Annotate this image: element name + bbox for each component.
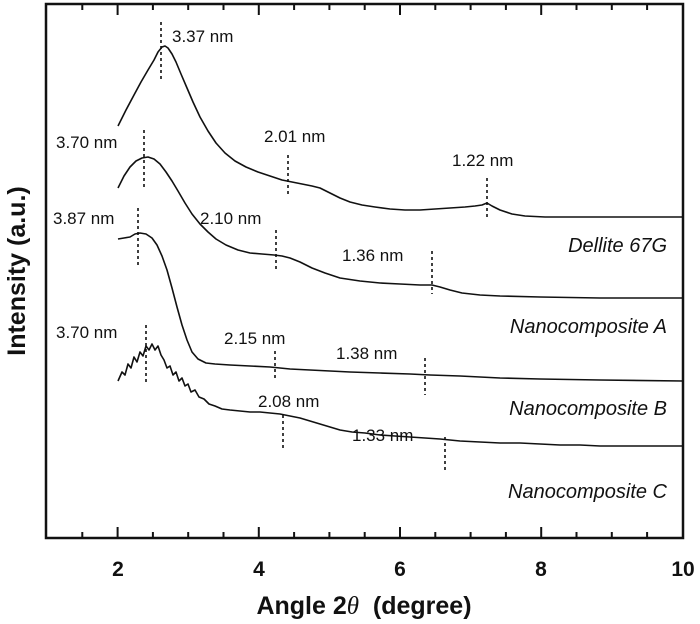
x-tick-label-2: 2 <box>112 558 124 581</box>
curves <box>117 45 684 447</box>
annotation-1-22nm: 1.22 nm <box>452 151 513 170</box>
label-nanocomposite-a: Nanocomposite A <box>510 316 667 338</box>
curve-dellite-67g <box>117 45 683 218</box>
label-dellite-67g: Dellite 67G <box>568 235 667 257</box>
x-axis-title-prefix: Angle 2 <box>256 592 346 620</box>
annotation-3-70nm-a: 3.70 nm <box>56 133 117 152</box>
x-tick-labels: 2 4 6 8 10 <box>112 558 695 581</box>
annotation-1-38nm: 1.38 nm <box>336 344 397 363</box>
annotation-2-10nm: 2.10 nm <box>200 209 261 228</box>
x-axis-title: Angle 2θ (degree) <box>256 592 471 620</box>
x-tick-label-10: 10 <box>671 558 694 581</box>
x-tick-label-8: 8 <box>535 558 547 581</box>
annotation-3-87nm: 3.87 nm <box>53 209 114 228</box>
label-nanocomposite-b: Nanocomposite B <box>509 398 667 420</box>
curve-nanocomposite-c <box>117 343 683 447</box>
x-axis-title-suffix: (degree) <box>359 592 472 620</box>
x-tick-label-6: 6 <box>394 558 406 581</box>
peak-annotations: 3.37 nm 2.01 nm 1.22 nm 3.70 nm 2.10 nm … <box>53 27 513 445</box>
annotation-3-70nm-c: 3.70 nm <box>56 323 117 342</box>
series-labels: Dellite 67G Nanocomposite A Nanocomposit… <box>508 235 668 503</box>
annotation-2-08nm: 2.08 nm <box>258 392 319 411</box>
y-axis-title: Intensity (a.u.) <box>3 186 31 355</box>
peak-markers <box>137 22 488 472</box>
theta-symbol: θ <box>347 593 359 620</box>
plot-frame <box>44 2 685 540</box>
axis-ticks <box>81 4 649 538</box>
annotation-1-36nm: 1.36 nm <box>342 246 403 265</box>
x-tick-label-4: 4 <box>253 558 265 581</box>
annotation-3-37nm: 3.37 nm <box>172 27 233 46</box>
curve-nanocomposite-b <box>117 232 684 382</box>
curve-nanocomposite-a <box>117 156 683 299</box>
annotation-2-01nm: 2.01 nm <box>264 127 325 146</box>
annotation-1-33nm: 1.33 nm <box>352 426 413 445</box>
label-nanocomposite-c: Nanocomposite C <box>508 481 668 503</box>
annotation-2-15nm: 2.15 nm <box>224 329 285 348</box>
